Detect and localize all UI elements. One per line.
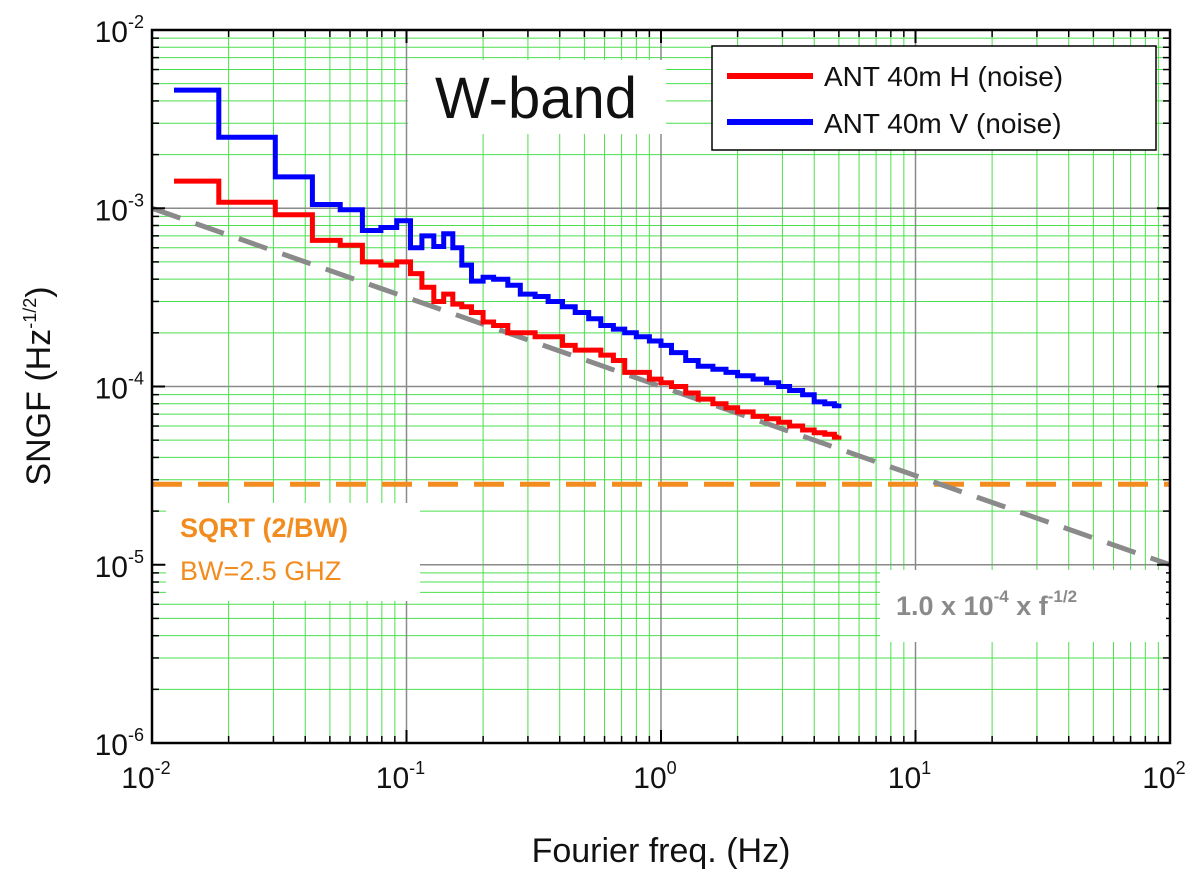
- band-title: W-band: [435, 66, 637, 131]
- x-tick-label: 100: [633, 758, 676, 795]
- y-tick-labels: 10-6 10-5 10-4 10-3 10-2: [95, 12, 144, 762]
- fit-annotation-bg: [880, 570, 1166, 642]
- y-tick-label: 10-4: [95, 369, 144, 406]
- x-tick-labels: 10-2 10-1 100 101 102: [121, 758, 1185, 795]
- y-tick-label: 10-6: [95, 725, 144, 762]
- legend-box: [711, 45, 1157, 151]
- bw-annotation-label: BW=2.5 GHZ: [180, 556, 341, 586]
- band-title-bg: [408, 60, 666, 134]
- tick-marks: [151, 29, 1171, 744]
- x-tick-label: 101: [888, 758, 931, 795]
- fit-reference-line: [151, 205, 1171, 568]
- fit-annotation: 1.0 x 10-4 x f-1/2: [896, 587, 1077, 621]
- reference-lines: [151, 205, 1171, 568]
- x-tick-label: 10-2: [121, 758, 170, 795]
- legend-label-h: ANT 40m H (noise): [824, 61, 1063, 92]
- y-axis-title: SNGF (Hz-1/2): [20, 286, 58, 485]
- x-tick-label: 102: [1142, 758, 1185, 795]
- x-tick-label: 10-1: [376, 758, 425, 795]
- y-axis-title-exponent: -1/2: [20, 298, 40, 329]
- series-line-h: [174, 178, 842, 440]
- sqrt-annotation-bg: [166, 503, 420, 601]
- series-layer: [174, 87, 842, 440]
- legend-label-v: ANT 40m V (noise): [824, 108, 1062, 139]
- y-tick-label: 10-5: [95, 547, 144, 584]
- y-tick-label: 10-3: [95, 190, 144, 227]
- y-tick-label: 10-2: [95, 12, 144, 49]
- sqrt-annotation-label: SQRT (2/BW): [180, 513, 348, 543]
- legend: ANT 40m H (noise) ANT 40m V (noise): [711, 45, 1157, 151]
- series-line-v: [174, 87, 842, 409]
- x-axis-title: Fourier freq. (Hz): [532, 832, 791, 870]
